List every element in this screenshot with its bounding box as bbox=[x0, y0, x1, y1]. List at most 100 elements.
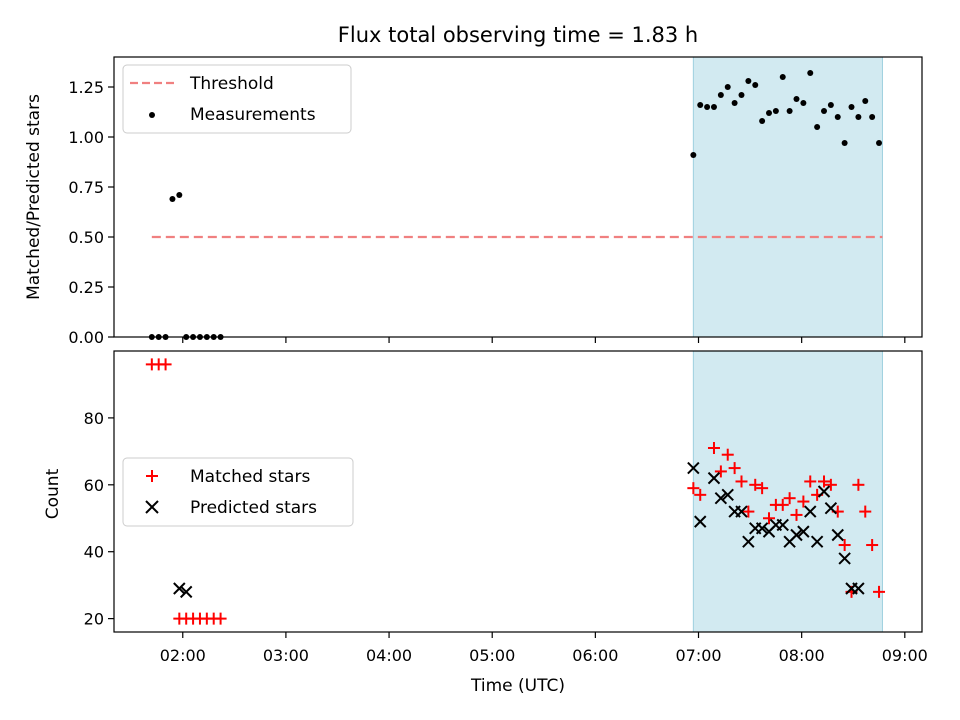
bot-xtick-label: 07:00 bbox=[675, 646, 721, 665]
bot-xtick-label: 09:00 bbox=[882, 646, 928, 665]
measurement-point bbox=[848, 104, 855, 110]
measurement-point bbox=[855, 114, 862, 120]
top-legend: Threshold Measurements bbox=[122, 64, 352, 134]
top-ytick-label: 0.50 bbox=[68, 228, 104, 247]
matched-star-point bbox=[756, 482, 769, 495]
legend-predicted-label: Predicted stars bbox=[190, 498, 317, 518]
measurement-point bbox=[862, 98, 869, 104]
measurement-point bbox=[786, 108, 793, 114]
top-plot-frame bbox=[113, 56, 923, 338]
matched-star-point bbox=[762, 512, 775, 525]
predicted-star-point bbox=[776, 518, 789, 532]
measurement-point bbox=[704, 104, 711, 110]
matched-star-point bbox=[749, 478, 762, 491]
measurement-point bbox=[752, 82, 759, 88]
matched-star-point bbox=[694, 488, 707, 501]
legend-threshold-label: Threshold bbox=[189, 74, 274, 94]
bottom-y-axis-label: Count bbox=[43, 468, 63, 519]
measurement-point bbox=[759, 118, 766, 124]
measurement-point bbox=[869, 114, 876, 120]
top-y-axis-label: Matched/Predicted stars bbox=[24, 94, 44, 300]
measurement-point bbox=[697, 102, 704, 108]
matched-star-point bbox=[818, 475, 831, 488]
matched-star-point bbox=[797, 495, 810, 508]
measurement-point bbox=[765, 110, 772, 116]
bot-ytick-label: 40 bbox=[84, 543, 104, 562]
top-shaded-span bbox=[692, 56, 883, 338]
measurement-point bbox=[745, 78, 752, 84]
matched-star-point bbox=[804, 475, 817, 488]
legend-measurements-swatch bbox=[149, 112, 155, 118]
bottom-plot-frame bbox=[113, 350, 923, 633]
predicted-star-point bbox=[735, 505, 748, 518]
top-ytick-label: 0.75 bbox=[68, 178, 104, 197]
top-ytick-label: 0.00 bbox=[68, 328, 104, 347]
matched-star-point bbox=[790, 508, 803, 521]
legend-matched-swatch bbox=[146, 470, 158, 482]
x-axis-label: Time (UTC) bbox=[470, 676, 565, 696]
predicted-star-point bbox=[714, 491, 728, 505]
matched-star-point bbox=[214, 612, 227, 625]
bot-ytick-label: 60 bbox=[84, 476, 104, 495]
chart-title: Flux total observing time = 1.83 h bbox=[338, 23, 698, 47]
measurement-point bbox=[827, 102, 834, 108]
legend-predicted-swatch bbox=[145, 500, 159, 514]
measurement-point bbox=[793, 96, 800, 102]
measurement-point bbox=[876, 140, 883, 146]
matched-star-point bbox=[687, 482, 700, 495]
predicted-star-point bbox=[817, 485, 831, 498]
predicted-star-point bbox=[831, 528, 844, 542]
measurement-point bbox=[834, 114, 841, 120]
measurement-point bbox=[169, 196, 176, 202]
legend-matched-label: Matched stars bbox=[190, 467, 310, 487]
predicted-star-point bbox=[797, 525, 810, 538]
matched-star-point bbox=[866, 539, 879, 552]
bottom-panel: 20 40 60 80 02:00 03:00 04:00 05:00 06:00 07:00 0… bbox=[43, 350, 928, 696]
measurement-point bbox=[738, 92, 745, 98]
predicted-star-point bbox=[742, 535, 755, 548]
legend-measurements-label: Measurements bbox=[190, 105, 316, 125]
predicted-star-point bbox=[824, 502, 838, 515]
matched-star-point bbox=[783, 492, 796, 505]
predicted-star-point bbox=[173, 582, 186, 595]
measurement-point bbox=[779, 74, 786, 80]
predicted-star-point bbox=[687, 461, 700, 475]
predicted-star-point bbox=[852, 582, 865, 595]
matched-star-point bbox=[742, 505, 755, 518]
measurement-point bbox=[724, 84, 731, 90]
matched-star-point bbox=[707, 442, 720, 455]
bottom-legend: Matched stars Predicted stars bbox=[122, 457, 354, 527]
top-ytick-label: 0.25 bbox=[68, 278, 104, 297]
measurement-point bbox=[176, 192, 183, 198]
matched-star-point bbox=[776, 498, 789, 511]
predicted-star-point bbox=[838, 552, 851, 565]
predicted-star-point bbox=[721, 488, 734, 502]
matched-star-point bbox=[859, 505, 872, 518]
bot-ytick-label: 20 bbox=[84, 610, 104, 629]
matched-star-point bbox=[714, 465, 727, 478]
bot-xtick-label: 04:00 bbox=[366, 646, 412, 665]
matched-star-point bbox=[873, 585, 886, 598]
bot-xtick-label: 08:00 bbox=[779, 646, 825, 665]
bot-ytick-label: 80 bbox=[84, 409, 104, 428]
bot-xtick-label: 05:00 bbox=[469, 646, 515, 665]
predicted-star-point bbox=[707, 471, 721, 485]
predicted-star-point bbox=[755, 522, 769, 535]
measurement-point bbox=[772, 108, 779, 114]
measurement-point bbox=[690, 152, 697, 158]
predicted-star-point bbox=[179, 585, 193, 599]
bot-xtick-label: 02:00 bbox=[160, 646, 206, 665]
predicted-star-point bbox=[804, 505, 817, 518]
matched-star-point bbox=[735, 475, 748, 488]
bot-xtick-label: 06:00 bbox=[572, 646, 618, 665]
predicted-star-point bbox=[790, 528, 803, 542]
measurement-point bbox=[731, 100, 738, 106]
predicted-star-point bbox=[810, 535, 824, 548]
top-ytick-label: 1.25 bbox=[68, 78, 104, 97]
matched-star-point bbox=[838, 539, 851, 552]
measurement-point bbox=[814, 124, 821, 130]
matched-star-point bbox=[159, 358, 172, 371]
bot-xtick-label: 03:00 bbox=[263, 646, 309, 665]
matched-star-point bbox=[824, 478, 837, 491]
